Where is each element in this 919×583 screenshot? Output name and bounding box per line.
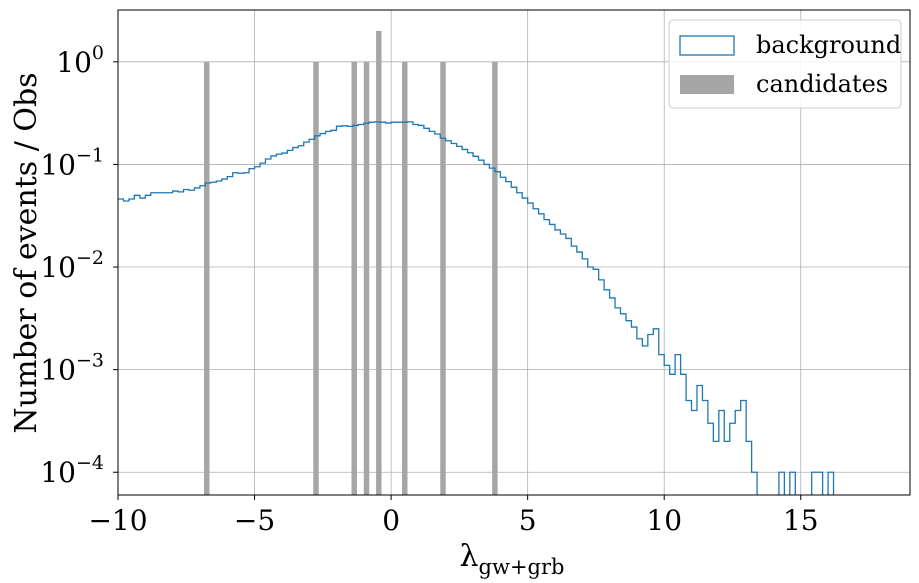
y-tick-label: 10−3	[40, 350, 104, 387]
y-tick-label: 10−4	[40, 452, 104, 489]
x-tick-label: 0	[382, 504, 400, 537]
y-axis-label: Number of events / Obs	[9, 72, 44, 433]
candidate-bar	[363, 61, 370, 496]
candidate-bar	[204, 61, 210, 496]
legend-swatch-candidates	[680, 75, 734, 94]
x-axis-label-symbol: λ	[460, 539, 479, 574]
y-tick-label: 100	[56, 42, 104, 79]
candidate-bars	[204, 30, 498, 496]
candidate-bar	[351, 61, 357, 496]
x-axis-label: λgw+grb	[460, 539, 565, 579]
x-tick-label: −5	[234, 504, 275, 537]
x-tick-label: 5	[519, 504, 537, 537]
candidate-bar	[402, 61, 408, 496]
candidate-bar	[492, 61, 498, 496]
y-tick-exponent: −4	[76, 452, 104, 474]
y-tick-exponent: 0	[92, 42, 104, 64]
legend-swatch-background	[679, 35, 735, 56]
y-tick-exponent: −1	[76, 144, 104, 166]
y-tick-base: 10	[40, 251, 76, 284]
y-tick-base: 10	[40, 354, 76, 387]
candidate-bar	[313, 61, 319, 496]
y-tick-base: 10	[56, 46, 92, 79]
x-axis-label-subscript: gw+grb	[479, 555, 565, 579]
y-tick-label: 10−2	[40, 247, 104, 284]
background-step-line	[118, 121, 835, 495]
y-tick-exponent: −2	[76, 247, 104, 269]
y-tick-exponent: −3	[76, 350, 104, 372]
candidate-bar	[376, 30, 382, 495]
legend-label-background: background	[756, 31, 901, 59]
legend: background candidates	[668, 19, 902, 109]
x-tick-label: 10	[646, 504, 682, 537]
y-tick-label: 10−1	[40, 144, 104, 181]
legend-label-candidates: candidates	[756, 70, 888, 98]
candidate-bar	[440, 61, 446, 496]
background-histogram	[118, 121, 835, 495]
x-tick-label: 15	[783, 504, 819, 537]
y-tick-base: 10	[40, 456, 76, 489]
y-tick-base: 10	[40, 148, 76, 181]
x-tick-label: −10	[88, 504, 147, 537]
x-axis-ticks: −10 −5 0 5 10 15	[88, 495, 819, 537]
plot-frame	[117, 9, 911, 496]
